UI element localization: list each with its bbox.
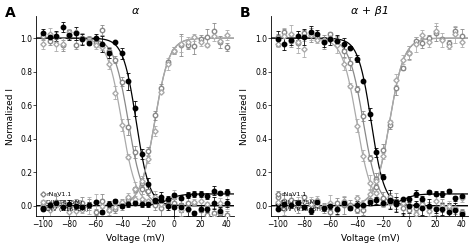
Legend: rNaV1.1, DII (T875M), DIV (R1648H): rNaV1.1, DII (T875M), DIV (R1648H) xyxy=(274,191,324,213)
Text: A: A xyxy=(5,6,16,20)
X-axis label: Voltage (mV): Voltage (mV) xyxy=(106,235,164,244)
X-axis label: Voltage (mV): Voltage (mV) xyxy=(340,235,399,244)
Text: B: B xyxy=(240,6,250,20)
Title: α + β1: α + β1 xyxy=(351,5,389,15)
Title: α: α xyxy=(131,5,139,15)
Y-axis label: Normalized I: Normalized I xyxy=(240,88,249,144)
Legend: rNaV1.1, DII (T875M), DIV (R1648H): rNaV1.1, DII (T875M), DIV (R1648H) xyxy=(39,191,90,213)
Y-axis label: Normalized I: Normalized I xyxy=(6,88,15,144)
